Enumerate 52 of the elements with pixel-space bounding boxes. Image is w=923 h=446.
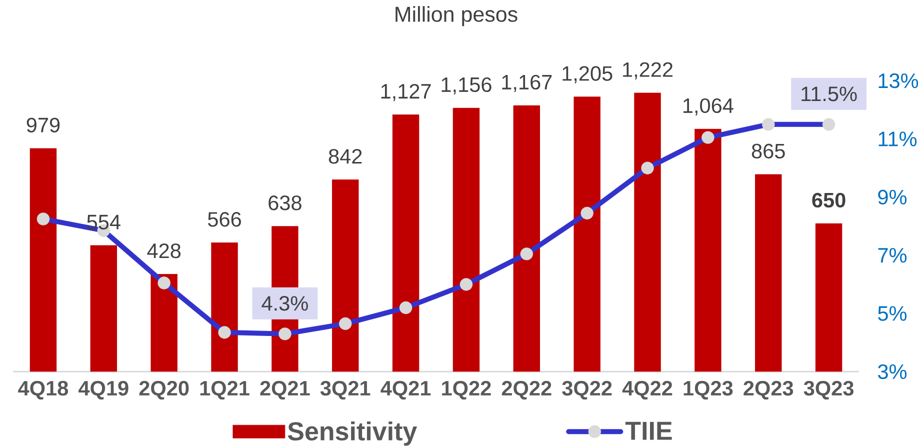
data-label: 1,222 [623,62,672,80]
x-tick-label: 4Q21 [380,380,431,400]
data-label: 650 [812,192,846,208]
data-label: 865 [752,144,785,158]
data-label: 11.5% [802,86,857,102]
y2-tick-label: 11% [878,132,917,146]
x-tick-label: 2Q20 [139,380,189,400]
y2-tick-label: 9% [878,190,907,205]
data-label: 638 [268,196,302,210]
bar [30,148,57,372]
x-tick-label: 3Q22 [562,380,612,400]
x-tick-label: 1Q23 [684,380,733,400]
x-tick-label: 3Q21 [320,380,370,400]
x-tick-label: 4Q19 [78,380,128,400]
bar [211,242,238,372]
data-label: 1,156 [442,77,492,94]
x-tick-label: 4Q22 [622,380,672,400]
data-label: 566 [208,212,241,227]
bar [90,245,118,372]
data-label: 1,064 [683,98,734,116]
y2-tick-label: 7% [878,248,907,263]
data-label: 842 [328,148,362,164]
bar [452,108,480,372]
data-label: 979 [26,118,60,132]
bar [815,223,842,372]
bar [392,114,420,372]
x-tick-label: 2Q22 [502,380,552,400]
data-label: 4.3% [262,296,308,311]
data-label: 428 [147,243,181,258]
bar [694,128,722,372]
bar [634,92,661,372]
bar [755,174,782,372]
bar [332,180,359,372]
bar [513,105,540,372]
bar [574,96,600,372]
x-tick-label: 3Q23 [804,380,854,400]
legend-label: TIIE [625,422,672,440]
x-tick-label: 2Q23 [744,380,794,400]
data-label: 1,127 [381,84,431,102]
y2-tick-label: 5% [878,306,907,321]
x-tick-label: 2Q21 [260,380,310,400]
data-label: 1,167 [502,74,552,92]
data-label: 554 [87,214,120,230]
x-tick-label: 4Q18 [18,380,68,400]
chart-title: Million pesos [396,6,518,26]
data-label: 1,205 [562,66,612,84]
x-tick-label: 1Q22 [442,380,491,400]
x-tick-label: 1Q21 [200,380,250,400]
y2-tick-label: 3% [878,364,907,380]
bar [150,274,178,372]
legend-label: Sensitivity [288,421,418,446]
y2-tick-label: 13% [878,73,918,88]
